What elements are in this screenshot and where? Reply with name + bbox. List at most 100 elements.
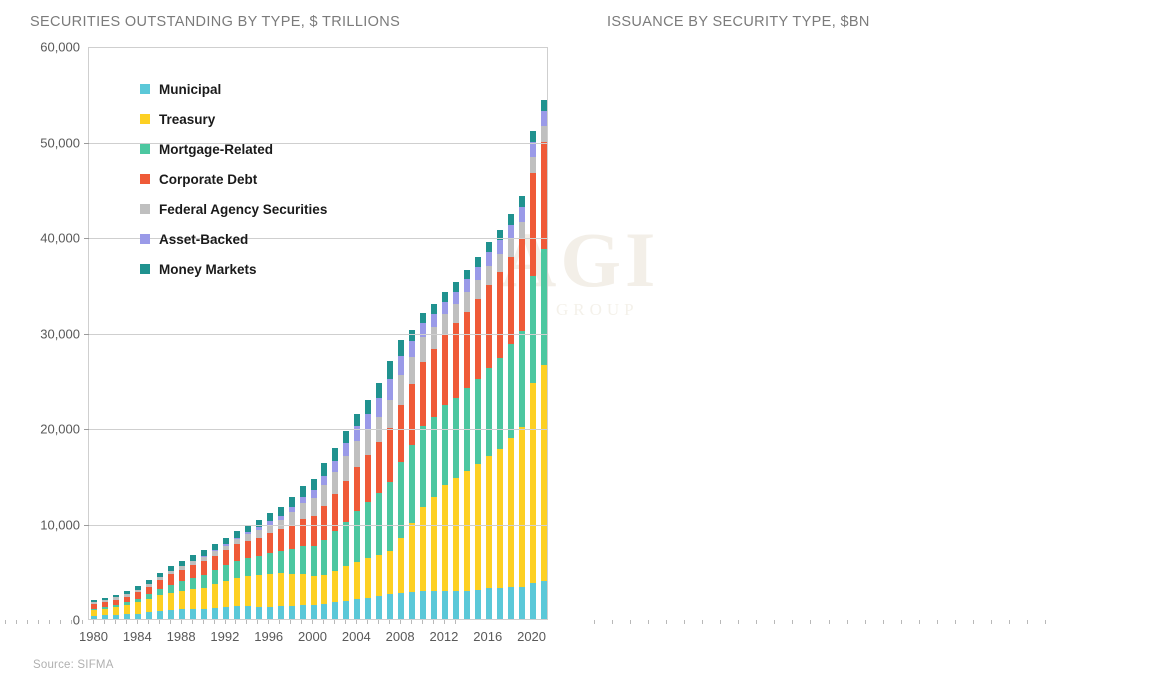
x-tick-mark xyxy=(147,620,149,624)
x-tick-mark xyxy=(846,620,848,624)
right-chart-title: ISSUANCE BY SECURITY TYPE, $BN xyxy=(607,14,870,30)
bar-segment xyxy=(365,400,372,414)
bar-column xyxy=(376,382,383,619)
legend-item[interactable]: Money Markets xyxy=(140,254,327,284)
bar-segment xyxy=(540,141,547,250)
x-tick-mark xyxy=(421,620,423,624)
y-tick-mark xyxy=(84,524,89,526)
bar-segment xyxy=(463,590,470,619)
bar-segment xyxy=(540,125,547,142)
bar-segment xyxy=(200,574,207,588)
x-tick-mark xyxy=(16,620,18,624)
bar-segment xyxy=(496,587,503,619)
bar-segment xyxy=(321,603,328,619)
bar-segment xyxy=(496,229,503,241)
x-tick-mark xyxy=(954,620,956,624)
bar-segment xyxy=(496,449,503,588)
bar-segment xyxy=(365,598,372,619)
bar-segment xyxy=(420,591,427,619)
bar-segment xyxy=(222,545,229,551)
bar-column xyxy=(179,560,186,619)
bar-segment xyxy=(354,599,361,619)
bar-segment xyxy=(233,544,240,561)
legend-item[interactable]: Federal Agency Securities xyxy=(140,194,327,224)
bar-segment xyxy=(474,590,481,619)
bar-segment xyxy=(244,531,251,535)
bar-segment xyxy=(168,574,175,585)
x-tick-mark xyxy=(27,620,29,624)
bar-column xyxy=(518,195,525,619)
bar-segment xyxy=(529,141,536,157)
legend-label: Municipal xyxy=(159,81,222,97)
bar-segment xyxy=(113,599,120,605)
x-tick-mark xyxy=(224,620,226,624)
y-axis-label: 10,000 xyxy=(40,517,80,532)
bar-segment xyxy=(102,602,109,608)
y-axis-label: 60,000 xyxy=(40,39,80,55)
bar-segment xyxy=(387,361,394,380)
bar-segment xyxy=(463,292,470,312)
bar-segment xyxy=(387,482,394,552)
x-tick-mark xyxy=(180,620,182,624)
bar-segment xyxy=(168,571,175,575)
bar-segment xyxy=(190,561,197,566)
bar-segment xyxy=(474,256,481,267)
bar-column xyxy=(310,478,317,619)
bar-column xyxy=(430,303,437,619)
bar-segment xyxy=(332,448,339,461)
bar-segment xyxy=(146,611,153,619)
bar-segment xyxy=(190,608,197,619)
x-tick-mark xyxy=(115,620,116,624)
legend-item[interactable]: Treasury xyxy=(140,104,327,134)
bar-segment xyxy=(135,598,142,603)
bar-segment xyxy=(343,566,350,601)
x-axis-label: 2016 xyxy=(473,629,503,644)
bar-segment xyxy=(233,539,240,545)
bar-segment xyxy=(157,610,164,619)
bar-segment xyxy=(398,339,405,356)
x-tick-mark xyxy=(268,620,270,624)
legend-swatch-icon xyxy=(140,204,150,214)
bar-segment xyxy=(222,550,229,566)
legend-item[interactable]: Asset-Backed xyxy=(140,224,327,254)
bar-segment xyxy=(179,609,186,619)
bar-segment xyxy=(233,577,240,607)
x-axis-label: 2000 xyxy=(298,629,327,644)
bar-column xyxy=(452,281,459,619)
bar-column xyxy=(474,256,481,619)
bar-segment xyxy=(354,413,361,427)
bar-segment xyxy=(387,551,394,595)
bar-segment xyxy=(452,397,459,479)
bar-segment xyxy=(463,311,470,389)
bar-column xyxy=(540,99,547,619)
bar-segment xyxy=(354,561,361,600)
bar-segment xyxy=(398,405,405,463)
bar-segment xyxy=(310,490,317,499)
bar-column xyxy=(529,130,536,619)
legend-label: Mortgage-Related xyxy=(159,141,274,157)
legend-item[interactable]: Mortgage-Related xyxy=(140,134,327,164)
x-tick-mark xyxy=(312,620,314,624)
legend-item[interactable]: Corporate Debt xyxy=(140,164,327,194)
bar-segment xyxy=(124,604,131,615)
bar-segment xyxy=(409,357,416,384)
bar-segment xyxy=(376,397,383,418)
legend-item[interactable]: Municipal xyxy=(140,74,327,104)
bar-segment xyxy=(168,584,175,594)
bar-segment xyxy=(430,348,437,417)
x-tick-mark xyxy=(38,620,40,624)
bar-segment xyxy=(518,330,525,428)
bar-segment xyxy=(365,501,372,558)
bar-segment xyxy=(420,425,427,507)
bar-segment xyxy=(376,596,383,619)
bar-segment xyxy=(409,383,416,445)
bar-segment xyxy=(211,569,218,585)
bar-segment xyxy=(211,551,218,556)
bar-segment xyxy=(91,600,98,603)
bar-segment xyxy=(321,540,328,576)
bar-segment xyxy=(288,605,295,619)
bar-column xyxy=(200,550,207,619)
x-tick-mark xyxy=(1008,620,1010,624)
bar-segment xyxy=(102,615,109,619)
bar-segment xyxy=(200,608,207,619)
